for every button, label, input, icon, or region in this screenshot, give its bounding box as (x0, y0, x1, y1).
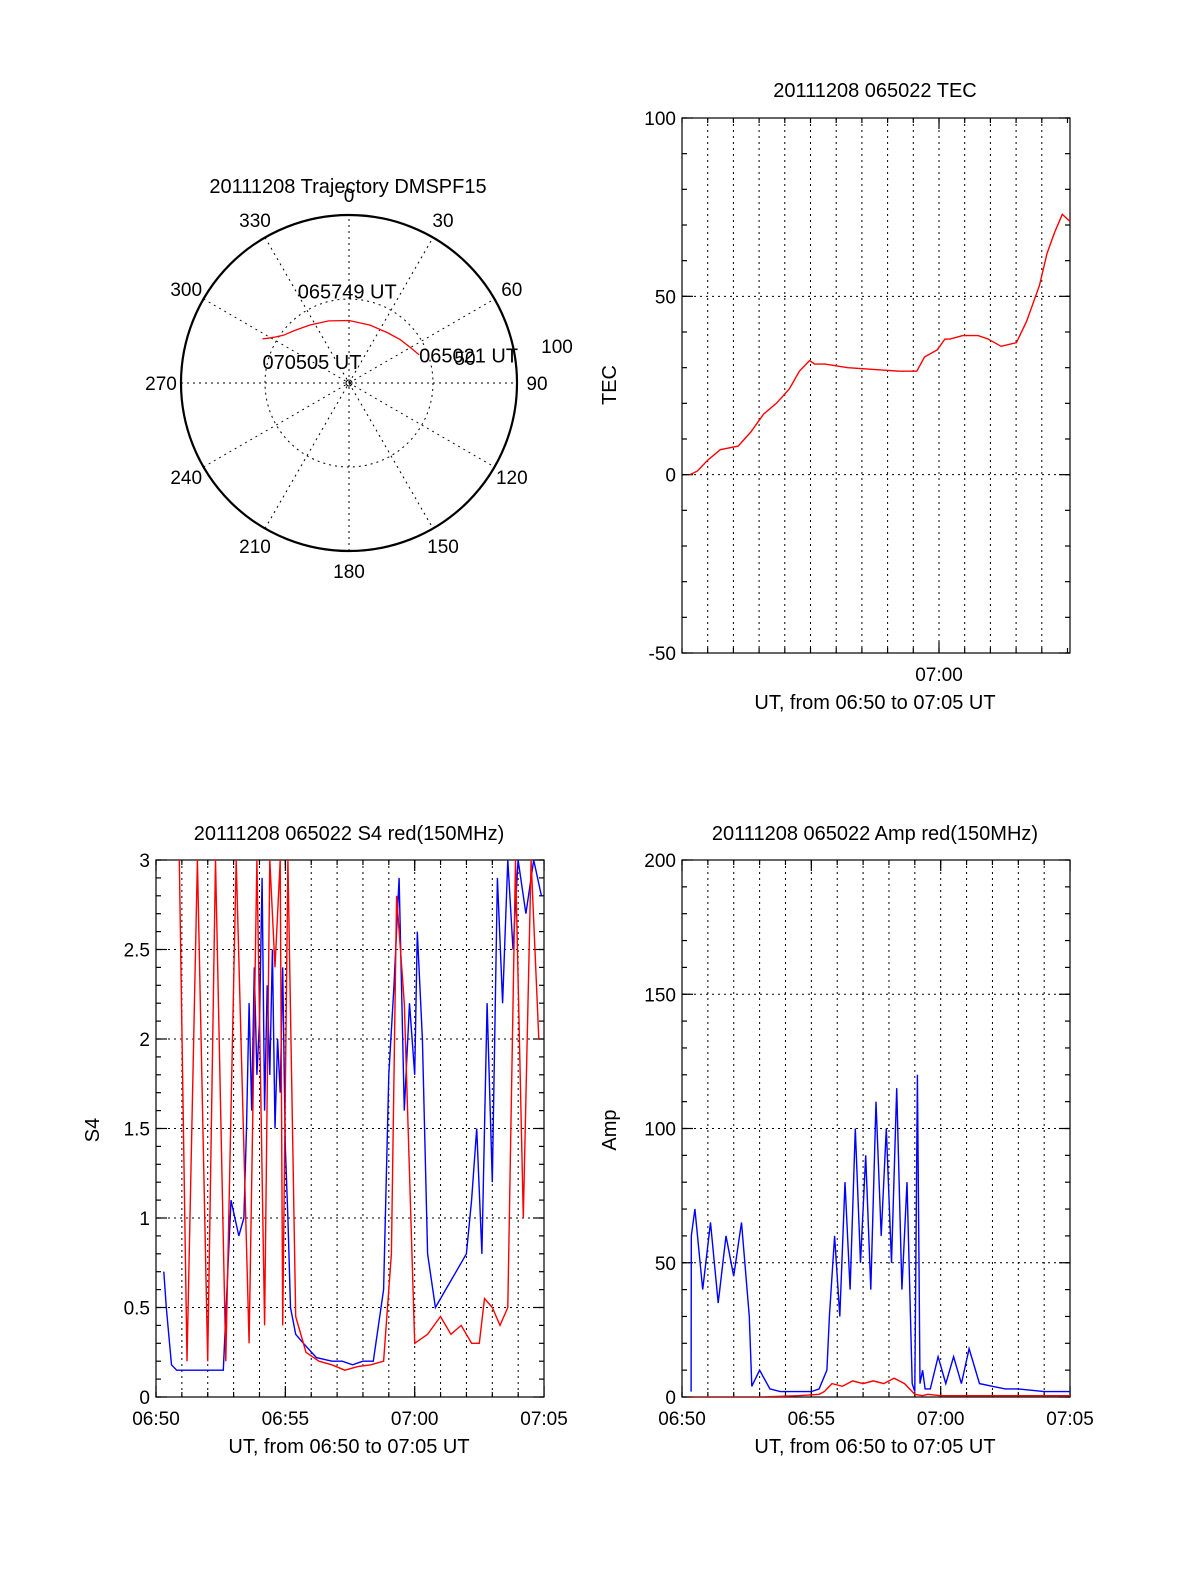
tec-y-axis-label: TEC (599, 365, 621, 405)
y-tick-label: 0 (665, 1388, 676, 1409)
polar-angle-label: 210 (239, 537, 271, 558)
amp-panel: 20111208 065022 Amp red(150MHz) UT, from… (599, 823, 1094, 1458)
series-line-1 (178, 860, 540, 1371)
s4-panel: 20111208 065022 S4 red(150MHz) UT, from … (82, 823, 568, 1458)
plot-frame (681, 859, 1071, 1398)
y-tick-label: 2.5 (124, 941, 150, 962)
trajectory-time-label: 065749 UT (298, 282, 397, 304)
x-tick-label: 07:00 (915, 665, 963, 686)
y-tick-label: 2 (139, 1030, 150, 1051)
tec-panel: 20111208 065022 TEC UT, from 06:50 to 07… (599, 80, 1071, 714)
plot-frame (681, 117, 1071, 654)
trajectory-time-label: 065021 UT (419, 346, 518, 368)
series-line-0 (689, 213, 1070, 476)
s4-title: 20111208 065022 S4 red(150MHz) (194, 823, 505, 845)
polar-angle-label: 60 (501, 280, 522, 301)
amp-x-axis-label: UT, from 06:50 to 07:05 UT (754, 1436, 995, 1458)
s4-y-axis-label: S4 (82, 1118, 104, 1142)
y-tick-label: 150 (644, 985, 676, 1006)
series-line-0 (163, 860, 543, 1371)
trajectory-line (262, 319, 420, 356)
polar-angle-label: 330 (239, 211, 271, 232)
polar-angle-label: 90 (526, 374, 547, 395)
x-tick-label: 07:05 (520, 1409, 568, 1430)
x-tick-label: 06:55 (788, 1409, 836, 1430)
trajectory-title: 20111208 Trajectory DMSPF15 (209, 176, 486, 198)
polar-radius-label: 100 (541, 337, 573, 358)
trajectory-time-label: 070505 UT (263, 352, 362, 374)
series-line-0 (690, 1074, 1070, 1393)
x-tick-label: 06:50 (132, 1409, 180, 1430)
polar-angle-label: 270 (145, 374, 177, 395)
polar-angle-label: 0 (344, 186, 355, 207)
trajectory-polar-panel: 20111208 Trajectory DMSPF15 0 30 60 90 120 15… (145, 176, 573, 583)
y-tick-label: 50 (655, 287, 676, 308)
y-tick-label: 0.5 (124, 1299, 150, 1320)
polar-spoke (264, 237, 434, 529)
y-tick-label: 0 (665, 466, 676, 487)
y-tick-label: 100 (644, 1120, 676, 1141)
polar-angle-label: 150 (427, 537, 459, 558)
y-tick-label: 100 (644, 109, 676, 130)
polar-angle-label: 180 (333, 562, 365, 583)
plot-frame (155, 859, 545, 1398)
tec-x-axis-label: UT, from 06:50 to 07:05 UT (754, 692, 995, 714)
x-tick-label: 06:50 (658, 1409, 706, 1430)
s4-x-axis-label: UT, from 06:50 to 07:05 UT (228, 1436, 469, 1458)
amp-y-axis-label: Amp (599, 1109, 621, 1150)
y-tick-label: 200 (644, 851, 676, 872)
tec-title: 20111208 065022 TEC (773, 80, 977, 102)
polar-angle-label: 240 (170, 468, 202, 489)
amp-title: 20111208 065022 Amp red(150MHz) (712, 823, 1038, 845)
series-line-1 (689, 1377, 1070, 1397)
polar-angle-label: 120 (496, 468, 528, 489)
x-tick-label: 07:05 (1046, 1409, 1094, 1430)
y-tick-label: 0 (139, 1388, 150, 1409)
y-tick-label: 3 (139, 851, 150, 872)
polar-angle-label: 30 (432, 211, 453, 232)
x-tick-label: 07:00 (391, 1409, 439, 1430)
y-tick-label: 50 (655, 1254, 676, 1275)
y-tick-label: 1.5 (124, 1120, 150, 1141)
x-tick-label: 07:00 (917, 1409, 965, 1430)
x-tick-label: 06:55 (262, 1409, 310, 1430)
y-tick-label: 1 (139, 1209, 150, 1230)
polar-angle-label: 300 (170, 280, 202, 301)
y-tick-label: -50 (649, 644, 676, 665)
polar-center (345, 379, 353, 387)
polar-radius-label: 50 (454, 349, 475, 370)
